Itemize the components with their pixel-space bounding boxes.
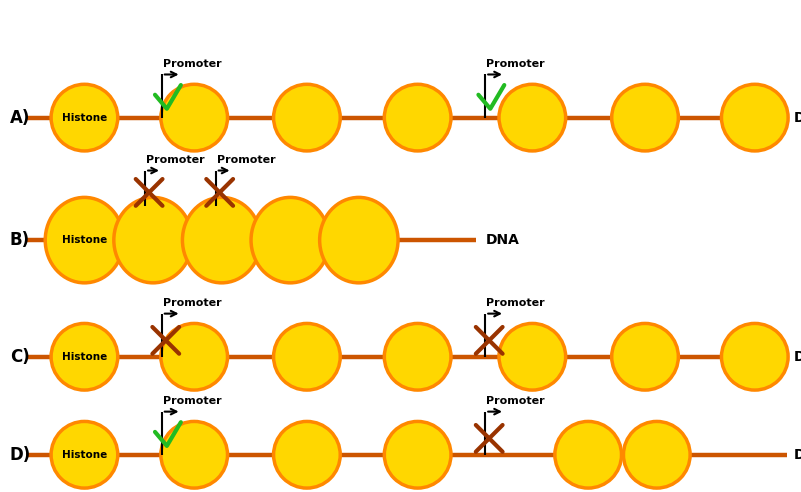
Ellipse shape — [612, 323, 678, 390]
Ellipse shape — [722, 323, 788, 390]
Text: Promoter: Promoter — [217, 154, 276, 165]
Ellipse shape — [499, 84, 566, 151]
Ellipse shape — [320, 197, 398, 283]
Ellipse shape — [51, 84, 118, 151]
Text: Promoter: Promoter — [163, 59, 221, 68]
Text: DNA: DNA — [794, 111, 801, 124]
Ellipse shape — [623, 422, 690, 488]
Text: C): C) — [10, 348, 30, 366]
Ellipse shape — [161, 422, 227, 488]
Ellipse shape — [274, 323, 340, 390]
Ellipse shape — [384, 84, 451, 151]
Text: B): B) — [10, 231, 30, 249]
Ellipse shape — [384, 422, 451, 488]
Ellipse shape — [114, 197, 192, 283]
Text: Histone: Histone — [62, 113, 107, 123]
Ellipse shape — [274, 422, 340, 488]
Ellipse shape — [51, 422, 118, 488]
Text: Histone: Histone — [62, 450, 107, 460]
Text: Promoter: Promoter — [146, 154, 205, 165]
Ellipse shape — [251, 197, 329, 283]
Ellipse shape — [722, 84, 788, 151]
Ellipse shape — [183, 197, 261, 283]
Ellipse shape — [51, 323, 118, 390]
Text: Promoter: Promoter — [163, 298, 221, 308]
Text: Promoter: Promoter — [163, 396, 221, 406]
Ellipse shape — [499, 323, 566, 390]
Ellipse shape — [612, 84, 678, 151]
Ellipse shape — [161, 84, 227, 151]
Ellipse shape — [45, 197, 123, 283]
Ellipse shape — [555, 422, 622, 488]
Text: Promoter: Promoter — [486, 59, 545, 68]
Text: Histone: Histone — [62, 235, 107, 245]
Text: A): A) — [10, 109, 30, 126]
Text: D): D) — [10, 446, 31, 464]
Text: DNA: DNA — [794, 350, 801, 364]
Text: Promoter: Promoter — [486, 396, 545, 406]
Text: DNA: DNA — [794, 448, 801, 462]
Text: Histone: Histone — [62, 352, 107, 362]
Text: DNA: DNA — [485, 233, 519, 247]
Ellipse shape — [384, 323, 451, 390]
Text: Promoter: Promoter — [486, 298, 545, 308]
Ellipse shape — [161, 323, 227, 390]
Ellipse shape — [274, 84, 340, 151]
